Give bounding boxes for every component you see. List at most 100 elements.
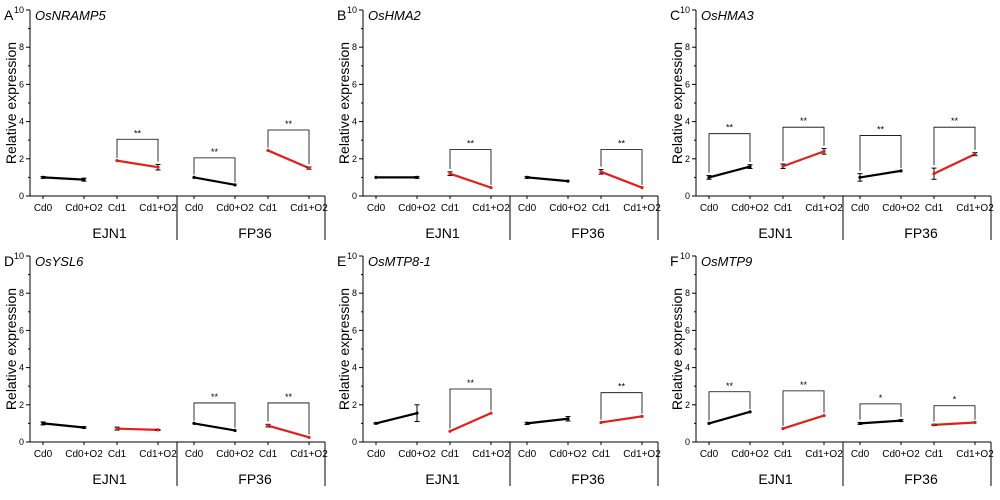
y-tick-label: 2 <box>352 400 357 410</box>
x-tick-label: Cd1 <box>441 449 460 460</box>
significance-label: ** <box>726 381 734 391</box>
significance-label: ** <box>618 139 626 149</box>
data-point <box>781 164 785 168</box>
x-tick-label: Cd0+O2 <box>882 449 920 460</box>
x-tick-label: Cd1+O2 <box>472 203 510 214</box>
data-point <box>899 419 903 423</box>
significance-bracket <box>193 402 236 428</box>
significance-label: ** <box>800 380 808 390</box>
data-point <box>489 186 493 190</box>
y-tick-label: 10 <box>14 5 24 15</box>
x-tick-label: Cd1+O2 <box>472 449 510 460</box>
panel-letter: A <box>4 7 14 23</box>
significance-label: ** <box>800 116 808 126</box>
data-point <box>822 413 826 418</box>
y-tick-label: 8 <box>685 288 690 298</box>
significance-label: * <box>879 393 883 403</box>
group-label: FP36 <box>571 225 605 241</box>
group-label: EJN1 <box>92 471 126 487</box>
series-line <box>933 421 976 426</box>
series-line <box>116 427 159 432</box>
x-tick-label: Cd0 <box>185 203 204 214</box>
gene-name: OsHMA3 <box>701 8 755 23</box>
y-tick-label: 10 <box>347 5 357 15</box>
x-tick-label: Cd0+O2 <box>882 203 920 214</box>
group-label: FP36 <box>238 471 272 487</box>
significance-bracket <box>708 391 751 421</box>
x-tick-label: Cd0+O2 <box>216 203 254 214</box>
data-point <box>233 428 237 433</box>
x-tick-label: Cd0 <box>367 449 386 460</box>
data-point <box>415 175 419 179</box>
significance-label: ** <box>211 147 219 157</box>
x-tick-label: Cd1+O2 <box>956 449 994 460</box>
significance-bracket <box>267 402 310 435</box>
x-tick-label: Cd0+O2 <box>731 203 769 214</box>
x-tick-label: Cd0 <box>367 203 386 214</box>
data-point <box>41 421 45 425</box>
y-tick-label: 0 <box>685 191 690 201</box>
data-point <box>748 165 752 169</box>
x-tick-label: Cd1+O2 <box>290 203 328 214</box>
y-tick-label: 10 <box>680 5 690 15</box>
y-axis-label: Relative expression <box>3 288 19 410</box>
y-tick-label: 4 <box>685 363 690 373</box>
data-point <box>156 165 160 169</box>
x-tick-label: Cd1+O2 <box>139 203 177 214</box>
series-line <box>526 176 569 183</box>
series-line <box>42 176 85 181</box>
series-line <box>449 172 492 189</box>
gene-name: OsYSL6 <box>35 254 84 269</box>
x-tick-label: Cd0+O2 <box>549 203 587 214</box>
series-line <box>42 422 85 429</box>
y-tick-label: 0 <box>19 191 24 201</box>
data-point <box>899 169 903 173</box>
gene-name: OsNRAMP5 <box>35 8 107 23</box>
series-line <box>267 424 310 439</box>
data-point <box>115 159 119 163</box>
significance-label: ** <box>618 382 626 392</box>
y-tick-label: 2 <box>19 154 24 164</box>
significance-bracket <box>449 388 492 429</box>
significance-label: * <box>953 395 957 405</box>
y-tick-label: 2 <box>352 154 357 164</box>
x-tick-label: Cd1+O2 <box>805 449 843 460</box>
data-point <box>858 175 862 179</box>
x-tick-label: Cd1 <box>592 203 611 214</box>
panel-letter: F <box>670 253 679 269</box>
x-tick-label: Cd1+O2 <box>956 203 994 214</box>
panel-c: C OsHMA3 0 2 4 6 8 10 Relative expression Cd0 Cd0+… <box>669 5 994 241</box>
panel-e: E OsMTP8-1 0 2 4 6 8 10 Relative expression Cd0 Cd… <box>336 251 661 487</box>
significance-bracket <box>859 135 902 171</box>
data-point <box>156 428 160 432</box>
y-tick-label: 6 <box>19 325 24 335</box>
x-tick-label: Cd0+O2 <box>398 203 436 214</box>
panel-a: A OsNRAMP5 0 2 4 6 8 10 Relative expression Cd0 Cd… <box>3 5 328 241</box>
y-tick-label: 2 <box>19 400 24 410</box>
y-tick-label: 6 <box>19 79 24 89</box>
data-point <box>192 421 196 425</box>
y-tick-label: 8 <box>19 42 24 52</box>
group-label: FP36 <box>904 225 938 241</box>
data-point <box>858 421 862 425</box>
y-tick-label: 0 <box>685 437 690 447</box>
x-tick-label: Cd0+O2 <box>731 449 769 460</box>
panel-letter: C <box>670 7 680 23</box>
data-point <box>82 425 86 430</box>
data-point <box>566 179 570 183</box>
data-point <box>566 417 570 421</box>
y-tick-label: 0 <box>352 437 357 447</box>
significance-label: ** <box>951 116 959 126</box>
significance-label: ** <box>467 378 475 388</box>
significance-bracket <box>193 157 236 183</box>
x-tick-label: Cd0 <box>851 203 870 214</box>
series-line <box>193 176 236 186</box>
data-point <box>115 427 119 431</box>
y-tick-label: 6 <box>352 79 357 89</box>
data-point <box>233 183 237 187</box>
y-tick-label: 2 <box>685 154 690 164</box>
series-line <box>267 149 310 170</box>
x-tick-label: Cd0+O2 <box>398 449 436 460</box>
y-tick-label: 4 <box>352 363 357 373</box>
